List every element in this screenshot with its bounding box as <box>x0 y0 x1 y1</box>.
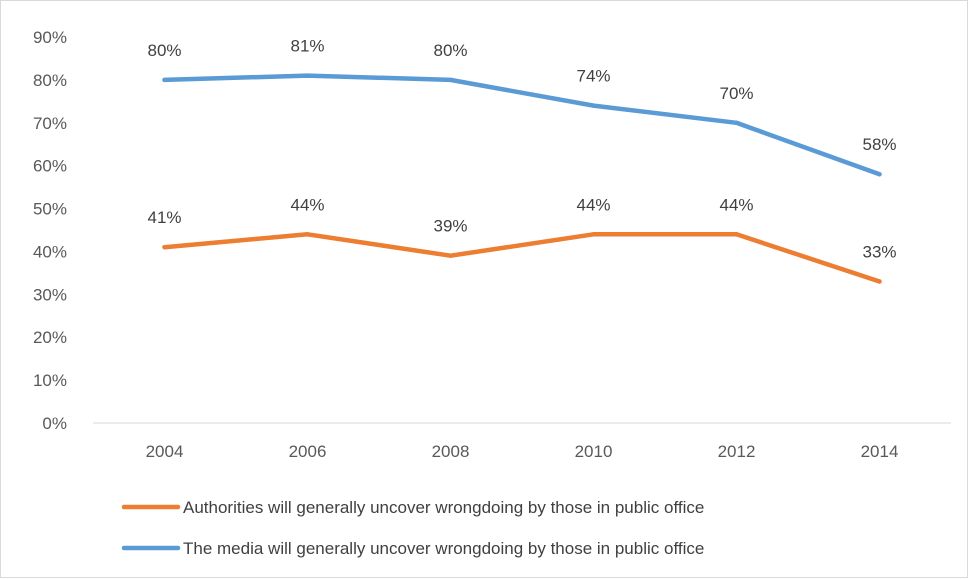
series-line-1 <box>162 73 882 177</box>
y-tick-label: 0% <box>42 414 67 433</box>
data-label: 81% <box>290 37 324 56</box>
data-label: 58% <box>862 135 896 154</box>
data-label: 44% <box>290 195 324 214</box>
y-tick-label: 70% <box>33 114 67 133</box>
series-lines <box>162 73 882 284</box>
y-tick-label: 30% <box>33 285 67 304</box>
data-point <box>448 253 453 258</box>
data-point <box>448 77 453 83</box>
x-tick-label: 2004 <box>146 442 184 461</box>
data-point <box>877 279 882 284</box>
y-tick-label: 90% <box>33 28 67 47</box>
data-label: 80% <box>433 41 467 60</box>
data-point <box>305 232 310 237</box>
data-point <box>877 172 882 177</box>
data-label: 80% <box>147 41 181 60</box>
y-tick-label: 40% <box>33 242 67 261</box>
data-label: 39% <box>433 217 467 236</box>
data-point <box>734 232 739 237</box>
y-axis-ticks: 0% 10% 20% 30% 40% 50% 60% 70% 80% 90% <box>33 28 67 433</box>
x-tick-label: 2006 <box>289 442 327 461</box>
legend: Authorities will generally uncover wrong… <box>121 498 704 558</box>
legend-label: The media will generally uncover wrongdo… <box>183 539 704 558</box>
y-tick-label: 20% <box>33 328 67 347</box>
data-label: 33% <box>862 242 896 261</box>
data-label: 74% <box>576 67 610 86</box>
data-label: 70% <box>719 84 753 103</box>
data-point <box>591 103 596 108</box>
x-tick-label: 2008 <box>432 442 470 461</box>
data-point <box>734 120 739 125</box>
x-tick-label: 2012 <box>718 442 756 461</box>
y-tick-label: 80% <box>33 71 67 90</box>
series-line-0 <box>162 232 882 284</box>
data-label: 44% <box>719 195 753 214</box>
y-tick-label: 10% <box>33 371 67 390</box>
data-label: 44% <box>576 195 610 214</box>
legend-label: Authorities will generally uncover wrong… <box>183 498 704 517</box>
data-labels: 41% 44% 39% 44% 44% 33% 80% 81% 80% 74% 70% 58% <box>147 37 896 262</box>
data-point <box>162 77 167 83</box>
data-point <box>162 244 167 250</box>
y-tick-label: 50% <box>33 200 67 219</box>
data-label: 41% <box>147 208 181 227</box>
y-tick-label: 60% <box>33 157 67 176</box>
data-point <box>591 232 596 237</box>
data-point <box>305 73 310 78</box>
x-tick-label: 2014 <box>861 442 899 461</box>
x-tick-label: 2010 <box>575 442 613 461</box>
x-axis-ticks: 2004 2006 2008 2010 2012 2014 <box>146 442 899 461</box>
